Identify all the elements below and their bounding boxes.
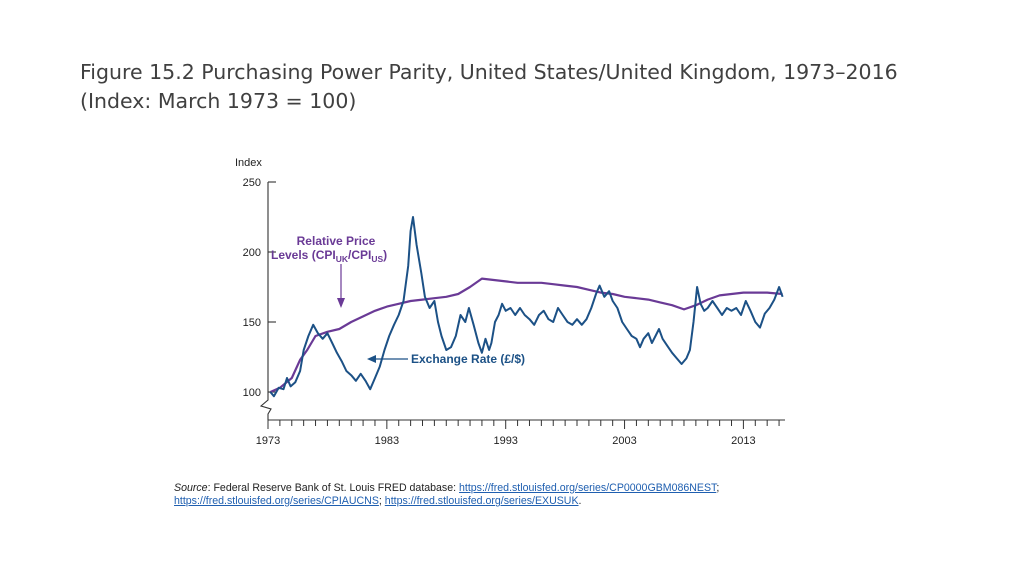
price-annotation-arrowhead [337,298,345,308]
y-tick-label-200: 200 [243,247,261,259]
source-sep-1: ; [716,482,720,494]
source-label: Source [174,482,208,494]
title-line-1: Figure 15.2 Purchasing Power Parity, Uni… [80,60,898,84]
chart-axes: Index 100 150 200 250 1973 1983 1993 2003 2013 [235,157,785,447]
price-annotation-mid: /CPI [348,248,371,262]
source-link-cpiaucns[interactable]: https://fred.stlouisfed.org/series/CPIAU… [174,495,379,507]
source-link-cp0000gbm086nest[interactable]: https://fred.stlouisfed.org/series/CP000… [459,482,717,494]
y-axis-line [259,182,272,420]
source-end: . [578,495,582,507]
y-tick-label-150: 150 [243,317,261,329]
x-tick-label-1983: 1983 [375,435,399,447]
relative-price-levels-line [269,277,783,394]
ppp-line-chart: Index 100 150 200 250 1973 1983 1993 2003 2013 Re… [235,157,785,447]
price-annotation-line-1: Relative Price [297,234,376,248]
figure-title: Figure 15.2 Purchasing Power Parity, Uni… [80,58,980,116]
exchange-rate-line [269,216,784,398]
chart-lines [269,216,784,398]
exchange-annotation: Exchange Rate (£/$) [411,352,525,366]
source-text: : Federal Reserve Bank of St. Louis FRED… [207,482,460,494]
price-annotation-sub-us: US [371,254,383,264]
exchange-annotation-arrowhead [367,355,376,363]
title-line-2: (Index: March 1973 = 100) [80,89,357,113]
price-annotation-line-2: Levels (CPIUK/CPIUS) [271,248,387,264]
source-link-exusuk[interactable]: https://fred.stlouisfed.org/series/EXUSU… [384,495,579,507]
chart-annotations: Relative Price Levels (CPIUK/CPIUS) Exch… [271,234,525,366]
price-annotation-a: Levels (CPI [271,248,336,262]
x-tick-label-2003: 2003 [612,435,636,447]
source-note: Source: Federal Reserve Bank of St. Loui… [174,482,874,508]
x-tick-label-1973: 1973 [256,435,280,447]
y-tick-label-250: 250 [243,177,261,189]
source-sep-2: ; [378,495,385,507]
price-annotation-sub-uk: UK [336,254,349,264]
x-tick-label-2013: 2013 [731,435,755,447]
price-annotation-end: ) [383,248,387,262]
y-axis-title: Index [235,157,262,169]
y-tick-label-100: 100 [243,387,261,399]
x-tick-label-1993: 1993 [493,435,517,447]
